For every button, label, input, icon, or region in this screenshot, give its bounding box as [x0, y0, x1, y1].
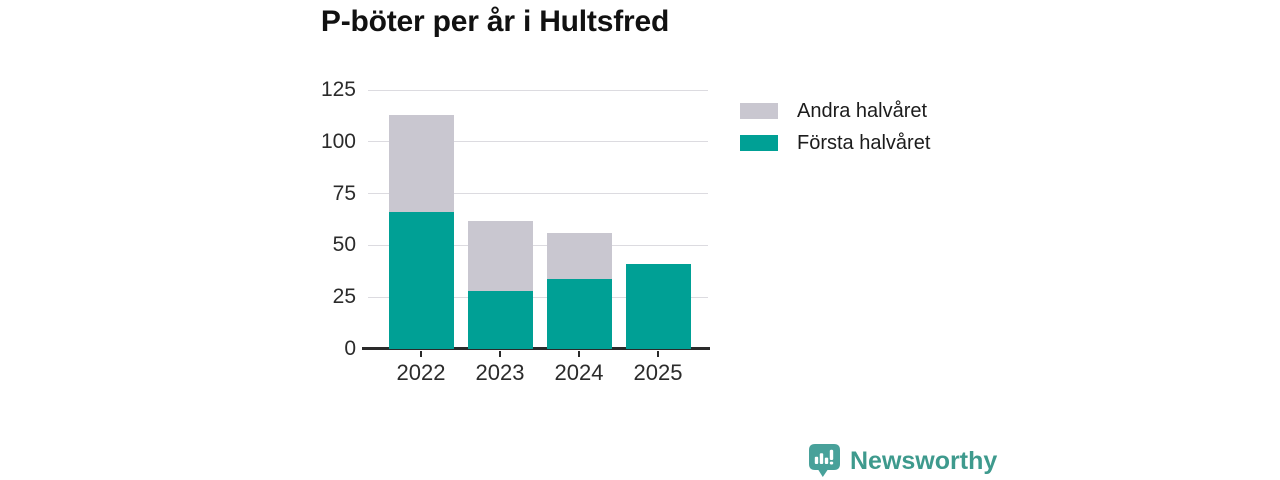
legend-item-forsta-halvaret: Första halvåret: [740, 132, 930, 154]
bar-andra-halvaret-2023: [467, 220, 533, 291]
x-axis-tick: [499, 351, 501, 357]
y-axis-tick-label: 0: [344, 337, 356, 360]
chart-title: P-böter per år i Hultsfred: [320, 5, 670, 38]
gridline-y-125: [368, 89, 708, 91]
bar-forsta-halvaret-2023: [467, 290, 533, 349]
bar-forsta-halvaret-2025: [625, 264, 691, 349]
x-axis-tick: [657, 351, 659, 357]
bar-forsta-halvaret-2024: [546, 278, 612, 349]
x-axis-tick: [578, 351, 580, 357]
newsworthy-logo: Newsworthy: [808, 443, 997, 478]
y-axis-tick-label: 50: [332, 233, 356, 257]
x-axis-tick-label: 2024: [554, 360, 604, 385]
bar-forsta-halvaret-2022: [388, 212, 454, 349]
newsworthy-wordmark: Newsworthy: [850, 446, 998, 475]
legend-item-andra-halvaret: Andra halvåret: [740, 100, 930, 122]
legend: Andra halvåret Första halvåret: [740, 100, 930, 164]
plot-area: 0 25 50 75 100 125 2022 2023 2024 2025: [321, 78, 710, 385]
legend-label: Första halvåret: [797, 131, 931, 154]
bar-andra-halvaret-2022: [388, 114, 454, 213]
x-axis-line: [362, 347, 710, 350]
gridline-y-50: [368, 244, 708, 246]
gridline-y-25: [368, 296, 708, 298]
gridline-y-75: [368, 193, 708, 195]
legend-swatch-andra: [740, 103, 778, 119]
newsworthy-speech-bubble-chart-icon: [808, 443, 841, 478]
x-axis-tick-label: 2023: [475, 360, 525, 385]
gridline-y-100: [368, 141, 708, 143]
legend-label: Andra halvåret: [797, 99, 928, 122]
y-axis-tick-label: 75: [332, 181, 356, 205]
y-axis-tick-label: 100: [320, 129, 356, 153]
x-axis-tick: [420, 351, 422, 357]
x-axis-tick-label: 2022: [396, 360, 446, 385]
y-axis-tick-label: 125: [320, 78, 356, 101]
legend-swatch-forsta: [740, 135, 778, 151]
bar-andra-halvaret-2024: [546, 232, 612, 279]
x-axis-tick-label: 2025: [633, 360, 683, 385]
y-axis-tick-label: 25: [332, 285, 356, 309]
